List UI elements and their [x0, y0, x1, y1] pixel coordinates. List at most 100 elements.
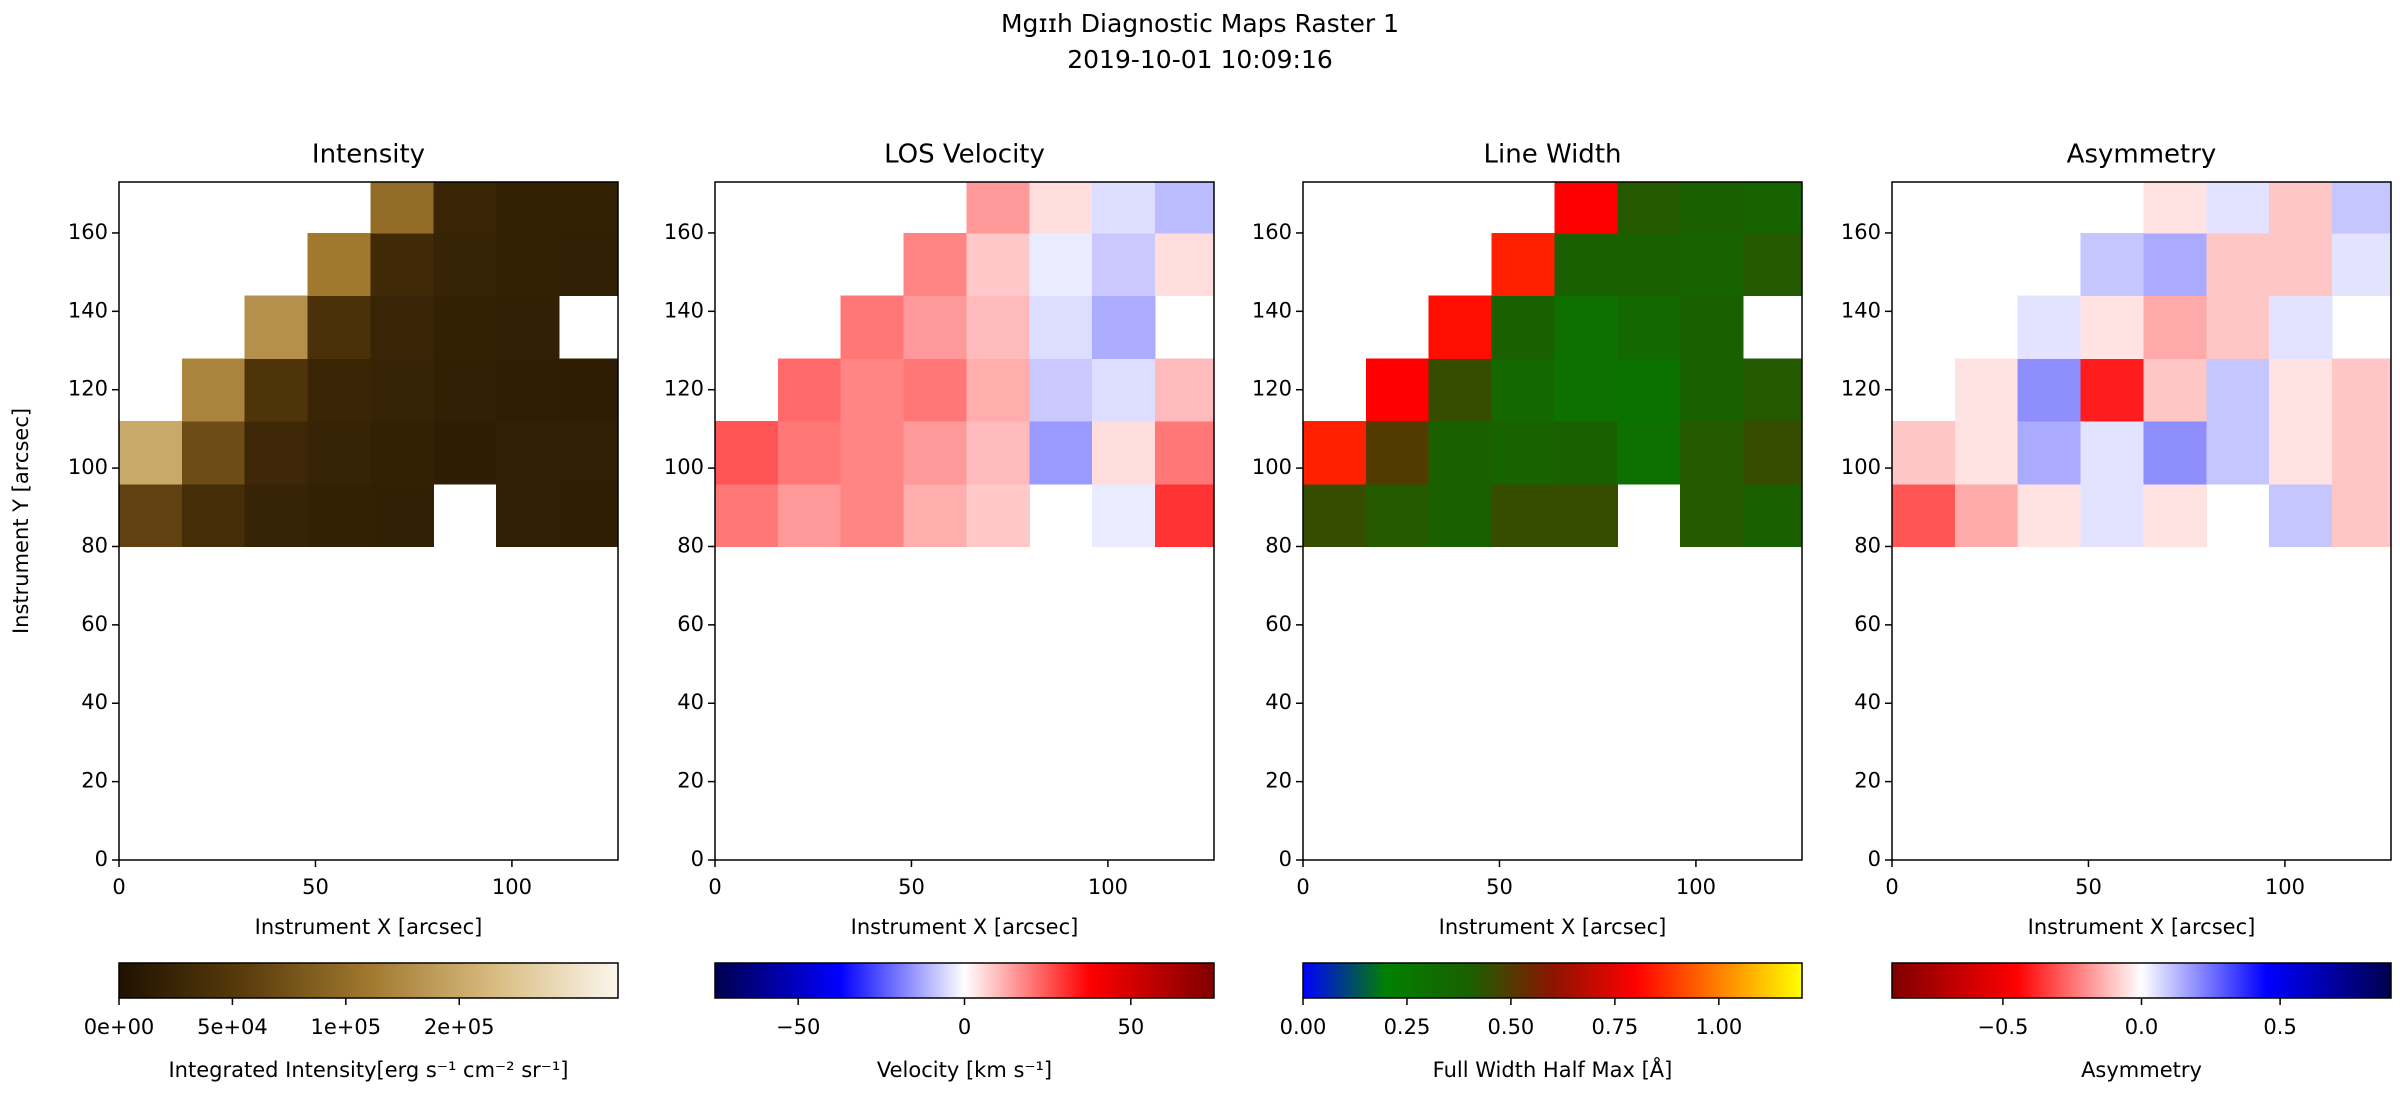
- colorbar-label: Velocity [km s⁻¹]: [877, 1058, 1052, 1082]
- y-tick-label: 40: [1265, 690, 1292, 714]
- heatmap-cell: [1680, 421, 1744, 485]
- heatmap-cell: [1617, 421, 1681, 485]
- axes-frame: [1891, 181, 2392, 861]
- heatmap-cell: [840, 295, 905, 359]
- heatmap-cell: [2017, 358, 2082, 422]
- y-tick-label: 40: [677, 690, 704, 714]
- x-tick-label: 100: [1676, 875, 1716, 899]
- y-tick-label: 140: [68, 298, 108, 322]
- y-tick-label: 100: [1252, 455, 1292, 479]
- y-tick-label: 160: [664, 220, 704, 244]
- heatmap-cell: [1680, 295, 1744, 359]
- y-tick-label: 160: [1841, 220, 1881, 244]
- heatmap-cell: [2143, 358, 2207, 422]
- y-tick-label: 40: [1854, 690, 1881, 714]
- heatmap-cell: [777, 358, 842, 422]
- heatmap-cell: [1892, 483, 1956, 547]
- x-tick-label: 50: [898, 875, 925, 899]
- heatmap-cell: [1743, 358, 1803, 422]
- heatmap-cell: [1554, 421, 1618, 485]
- colorbar-tick-label: 2e+05: [424, 1015, 495, 1039]
- x-axis-label: Instrument X [arcsec]: [255, 915, 483, 939]
- heatmap-cell: [1491, 358, 1555, 422]
- y-tick-label: 60: [81, 612, 108, 636]
- colorbar-label: Asymmetry: [2081, 1058, 2202, 1082]
- heatmap-cell: [1954, 358, 2019, 422]
- heatmap-cell: [1155, 358, 1215, 422]
- heatmap-cell: [2143, 232, 2207, 297]
- x-tick-label: 50: [2075, 875, 2102, 899]
- heatmap-cell: [433, 358, 497, 422]
- heatmap-cell: [559, 483, 619, 547]
- axes-frame: [1302, 181, 1803, 861]
- y-tick-label: 60: [1854, 612, 1881, 636]
- heatmap-cell: [1155, 182, 1215, 234]
- heatmap-cell: [181, 483, 246, 547]
- heatmap-cell: [1491, 295, 1555, 359]
- y-tick-label: 20: [1265, 769, 1292, 793]
- heatmap-cell: [1155, 232, 1215, 297]
- colorbar: [118, 962, 619, 999]
- colorbar-tick-label: 0.0: [2125, 1015, 2158, 1039]
- y-tick-label: 100: [1841, 455, 1881, 479]
- heatmap-cell: [1491, 232, 1555, 297]
- heatmap-cell: [1029, 358, 1093, 422]
- heatmap-cell: [1617, 295, 1681, 359]
- heatmap-cell: [244, 295, 309, 359]
- colorbar-tick-label: 0: [958, 1015, 971, 1039]
- heatmap-cell: [559, 358, 619, 422]
- colorbar-tick-label: 1e+05: [311, 1015, 382, 1039]
- heatmap-cell: [496, 483, 560, 547]
- figure-subtitle: 2019-10-01 10:09:16: [1067, 45, 1333, 74]
- heatmap-cell: [903, 295, 967, 359]
- y-tick-label: 100: [664, 455, 704, 479]
- heatmap-cell: [1491, 483, 1555, 547]
- heatmap-cell: [181, 421, 246, 485]
- y-tick-label: 40: [81, 690, 108, 714]
- x-tick-label: 50: [1486, 875, 1513, 899]
- heatmap-cell: [433, 182, 497, 234]
- heatmap-cell: [2206, 358, 2270, 422]
- heatmap-cell: [1954, 421, 2019, 485]
- heatmap-cell: [1680, 182, 1744, 234]
- heatmap-cell: [1092, 358, 1156, 422]
- y-tick-label: 20: [1854, 769, 1881, 793]
- heatmap-cell: [2143, 483, 2207, 547]
- heatmap-cell: [1092, 182, 1156, 234]
- y-tick-label: 0: [1868, 847, 1881, 871]
- heatmap-cell: [1680, 358, 1744, 422]
- y-tick-label: 20: [81, 769, 108, 793]
- heatmap-cell: [2080, 295, 2144, 359]
- x-tick-label: 100: [1088, 875, 1128, 899]
- heatmap-cell: [496, 295, 560, 359]
- heatmap-cell: [307, 421, 371, 485]
- heatmap-cell: [840, 483, 905, 547]
- heatmap-cell: [1428, 483, 1493, 547]
- heatmap-cell: [307, 295, 371, 359]
- heatmap-cell: [1617, 182, 1681, 234]
- heatmap-cell: [1365, 483, 1430, 547]
- heatmap-cell: [2017, 295, 2082, 359]
- y-tick-label: 80: [81, 533, 108, 557]
- heatmap-cell: [1155, 483, 1215, 547]
- heatmap-cell: [244, 358, 309, 422]
- heatmap-cell: [2269, 182, 2333, 234]
- heatmap-cell: [1092, 483, 1156, 547]
- heatmap-cell: [1092, 421, 1156, 485]
- colorbar-tick-label: 0.5: [2263, 1015, 2296, 1039]
- colorbar: [1891, 962, 2392, 999]
- heatmap-cell: [903, 421, 967, 485]
- colorbar-tick-label: 0.50: [1488, 1015, 1535, 1039]
- heatmap-cell: [2206, 182, 2270, 234]
- figure-title: Mgɪɪh Diagnostic Maps Raster 1: [1001, 9, 1399, 38]
- heatmap-cell: [1491, 421, 1555, 485]
- heatmap-cell: [2269, 232, 2333, 297]
- x-tick-label: 100: [492, 875, 532, 899]
- heatmap-cell: [2269, 483, 2333, 547]
- colorbar-label: Full Width Half Max [Å]: [1433, 1056, 1673, 1082]
- x-tick-label: 50: [302, 875, 329, 899]
- x-tick-label: 0: [1885, 875, 1898, 899]
- axes-frame: [118, 181, 619, 861]
- colorbar-tick-label: −0.5: [1977, 1015, 2028, 1039]
- y-tick-label: 120: [68, 377, 108, 401]
